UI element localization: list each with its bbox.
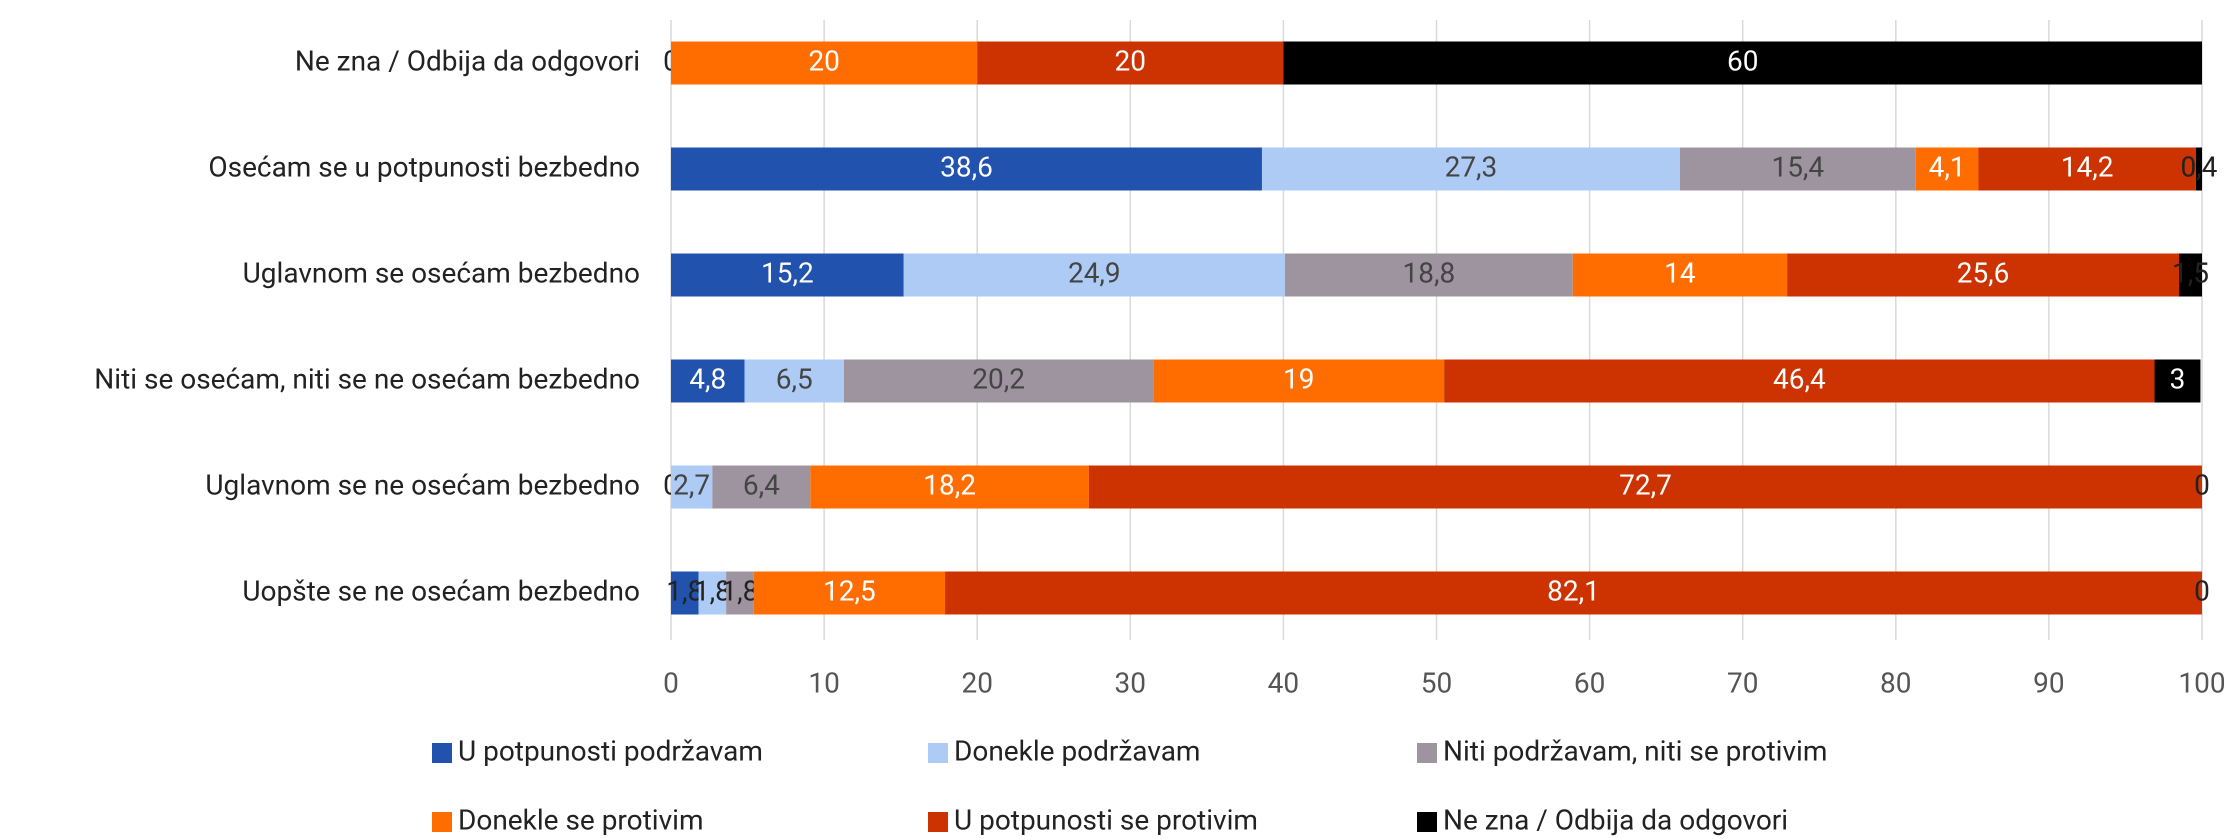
bar-segment	[1787, 253, 2180, 297]
data-label: 60	[1727, 44, 1758, 77]
data-label: 3	[2170, 362, 2186, 395]
legend-label: Ne zna / Odbija da odgovori	[1443, 803, 1788, 836]
bar-segment	[671, 147, 1262, 191]
bar-segment	[744, 359, 845, 403]
data-label: 1,8	[666, 574, 703, 607]
x-tick-label: 30	[1115, 666, 1146, 699]
x-tick-label: 80	[1880, 666, 1911, 699]
data-label: 4,1	[1929, 150, 1966, 183]
bar-segment	[671, 465, 713, 509]
x-tick-label: 10	[808, 666, 839, 699]
legend-label: U potpunosti podržavam	[458, 734, 763, 767]
data-label: 15,2	[761, 256, 814, 289]
data-label: 20,2	[972, 362, 1025, 395]
legend-label: U potpunosti se protivim	[954, 803, 1258, 836]
data-label: 27,3	[1445, 150, 1498, 183]
data-label: 19	[1283, 362, 1314, 395]
bar-segment	[2179, 253, 2202, 297]
data-label: 4,8	[689, 362, 726, 395]
legend-label: Donekle se protivim	[458, 803, 704, 836]
bar-segment	[1088, 465, 2202, 509]
bar-segment	[844, 359, 1154, 403]
data-label: 14	[1664, 256, 1696, 289]
category-label: Ne zna / Odbija da odgovori	[295, 44, 640, 77]
bar-segment	[1261, 147, 1680, 191]
legend-swatch	[432, 812, 452, 832]
data-label: 46,4	[1773, 362, 1826, 395]
bar-segment	[671, 571, 699, 615]
legend-label: Donekle podržavam	[954, 734, 1200, 767]
bar-segment	[977, 41, 1284, 85]
bar-segment	[753, 571, 946, 615]
x-tick-label: 40	[1268, 666, 1299, 699]
data-label: 6,4	[743, 468, 780, 501]
data-label: 72,7	[1619, 468, 1672, 501]
data-label: 24,9	[1068, 256, 1121, 289]
bar-segment	[2154, 359, 2201, 403]
bar-segment	[1283, 41, 2202, 85]
bar-segment	[1444, 359, 2155, 403]
bar-segment	[1284, 253, 1573, 297]
category-label: Uglavnom se ne osećam bezbedno	[205, 468, 640, 501]
bar-segment	[810, 465, 1089, 509]
x-tick-label: 70	[1727, 666, 1758, 699]
bar-segment	[945, 571, 2202, 615]
x-tick-label: 60	[1574, 666, 1605, 699]
bar-segment	[1572, 253, 1788, 297]
category-label: Uglavnom se osećam bezbedno	[243, 256, 640, 289]
bar-segment	[726, 571, 754, 615]
x-tick-label: 50	[1421, 666, 1452, 699]
legend-swatch	[1417, 743, 1437, 763]
legend-swatch	[928, 812, 948, 832]
x-tick-label: 100	[2178, 666, 2225, 699]
bar-segment	[1153, 359, 1445, 403]
data-label: 38,6	[940, 150, 993, 183]
bar-segment	[1915, 147, 1979, 191]
legend-swatch	[928, 743, 948, 763]
data-label: 20	[808, 44, 839, 77]
data-label: 2,7	[673, 468, 710, 501]
data-label: 6,5	[776, 362, 813, 395]
data-label: 82,1	[1547, 574, 1600, 607]
data-label: 0	[2194, 574, 2210, 607]
data-label: 25,6	[1957, 256, 2010, 289]
data-label: 18,2	[923, 468, 976, 501]
data-label: 0,4	[2180, 150, 2217, 183]
bar-segment	[671, 359, 745, 403]
bar-segment	[698, 571, 727, 615]
bar-segment	[671, 41, 978, 85]
legend-swatch	[1417, 812, 1437, 832]
data-label: 12,5	[823, 574, 876, 607]
legend-label: Niti podržavam, niti se protivim	[1443, 734, 1827, 767]
category-label: Osećam se u potpunosti bezbedno	[208, 150, 640, 183]
data-label: 18,8	[1402, 256, 1455, 289]
x-tick-label: 20	[961, 666, 992, 699]
data-label: 1,5	[2172, 256, 2209, 289]
bar-segment	[671, 253, 904, 297]
data-label: 14,2	[2061, 150, 2114, 183]
bar-segment	[1978, 147, 2196, 191]
category-label: Niti se osećam, niti se ne osećam bezbed…	[94, 362, 640, 395]
bar-segment	[903, 253, 1285, 297]
x-tick-label: 90	[2033, 666, 2064, 699]
data-label: 1,8	[694, 574, 731, 607]
data-label: 15,4	[1771, 150, 1824, 183]
bar-segment	[1679, 147, 1916, 191]
bar-segment	[2195, 147, 2202, 191]
bar-segment	[712, 465, 811, 509]
data-label: 1,8	[721, 574, 758, 607]
data-label: 0	[2194, 468, 2210, 501]
data-label: 20	[1115, 44, 1146, 77]
x-tick-label: 0	[663, 666, 679, 699]
legend-swatch	[432, 743, 452, 763]
category-label: Uopšte se ne osećam bezbedno	[242, 574, 640, 607]
